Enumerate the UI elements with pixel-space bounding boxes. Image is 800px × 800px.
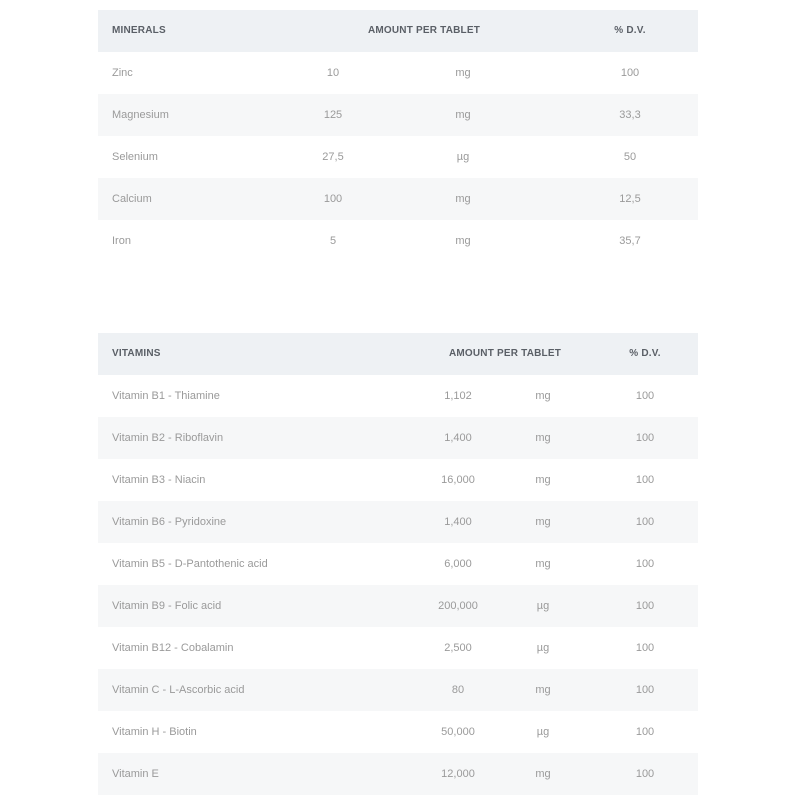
- nutrient-name: Iron: [112, 235, 131, 247]
- dv-value: 50: [623, 151, 637, 163]
- table-row: Vitamin B3 - Niacin 16,000 mg 100: [98, 459, 698, 501]
- table-row: Iron 5 mg 35,7: [98, 220, 698, 262]
- nutrient-name: Zinc: [112, 67, 133, 79]
- table-row: Vitamin B6 - Pyridoxine 1,400 mg 100: [98, 501, 698, 543]
- nutrient-name: Calcium: [112, 193, 152, 205]
- nutrient-name: Selenium: [112, 151, 158, 163]
- header-amount: AMOUNT PER TABLET: [448, 348, 562, 359]
- nutrient-name: Magnesium: [112, 109, 169, 121]
- dv-value: 100: [620, 67, 640, 79]
- dv-value: 100: [635, 516, 655, 528]
- unit-value: mg: [535, 768, 551, 780]
- unit-value: µg: [536, 600, 550, 612]
- dv-value: 100: [635, 684, 655, 696]
- unit-value: mg: [535, 516, 551, 528]
- amount-value: 125: [323, 109, 343, 121]
- unit-value: mg: [535, 390, 551, 402]
- dv-value: 100: [635, 600, 655, 612]
- amount-value: 1,400: [444, 516, 472, 528]
- unit-value: mg: [535, 474, 551, 486]
- minerals-table-header: MINERALS AMOUNT PER TABLET % D.V.: [98, 10, 698, 52]
- nutrient-name: Vitamin B12 - Cobalamin: [112, 642, 234, 654]
- nutrient-name: Vitamin B1 - Thiamine: [112, 390, 220, 402]
- table-row: Selenium 27,5 µg 50: [98, 136, 698, 178]
- unit-value: µg: [536, 642, 550, 654]
- dv-value: 100: [635, 768, 655, 780]
- amount-value: 100: [323, 193, 343, 205]
- nutrient-name: Vitamin B9 - Folic acid: [112, 600, 222, 612]
- dv-value: 100: [635, 726, 655, 738]
- amount-value: 27,5: [322, 151, 344, 163]
- table-row: Vitamin B2 - Riboflavin 1,400 mg 100: [98, 417, 698, 459]
- amount-value: 16,000: [441, 474, 475, 486]
- header-amount: AMOUNT PER TABLET: [367, 25, 481, 36]
- nutrient-name: Vitamin B3 - Niacin: [112, 474, 206, 486]
- minerals-table: MINERALS AMOUNT PER TABLET % D.V. Zinc 10…: [98, 10, 698, 262]
- unit-value: µg: [456, 151, 470, 163]
- table-row: Magnesium 125 mg 33,3: [98, 94, 698, 136]
- unit-value: µg: [536, 726, 550, 738]
- dv-value: 100: [635, 432, 655, 444]
- unit-value: mg: [455, 109, 471, 121]
- unit-value: mg: [455, 67, 471, 79]
- amount-value: 80: [451, 684, 465, 696]
- vitamins-table: VITAMINS AMOUNT PER TABLET % D.V. Vitami…: [98, 333, 698, 795]
- table-row: Vitamin E 12,000 mg 100: [98, 753, 698, 795]
- table-row: Vitamin B12 - Cobalamin 2,500 µg 100: [98, 627, 698, 669]
- header-minerals: MINERALS: [112, 25, 166, 36]
- nutrient-name: Vitamin B2 - Riboflavin: [112, 432, 224, 444]
- amount-value: 2,500: [444, 642, 472, 654]
- dv-value: 12,5: [619, 193, 641, 205]
- table-row: Vitamin B5 - D-Pantothenic acid 6,000 mg 10…: [98, 543, 698, 585]
- dv-value: 100: [635, 558, 655, 570]
- unit-value: mg: [455, 193, 471, 205]
- amount-value: 10: [326, 67, 340, 79]
- table-row: Vitamin B1 - Thiamine 1,102 mg 100: [98, 375, 698, 417]
- amount-value: 6,000: [444, 558, 472, 570]
- amount-value: 50,000: [441, 726, 475, 738]
- dv-value: 100: [635, 642, 655, 654]
- amount-value: 5: [329, 235, 337, 247]
- amount-value: 200,000: [438, 600, 478, 612]
- unit-value: mg: [455, 235, 471, 247]
- dv-value: 100: [635, 474, 655, 486]
- header-vitamins: VITAMINS: [112, 348, 161, 359]
- nutrient-name: Vitamin C - L-Ascorbic acid: [112, 684, 245, 696]
- amount-value: 1,400: [444, 432, 472, 444]
- header-dv: % D.V.: [629, 348, 661, 359]
- amount-value: 12,000: [441, 768, 475, 780]
- nutrient-name: Vitamin H - Biotin: [112, 726, 197, 738]
- amount-value: 1,102: [444, 390, 472, 402]
- unit-value: mg: [535, 558, 551, 570]
- dv-value: 33,3: [619, 109, 641, 121]
- dv-value: 35,7: [619, 235, 641, 247]
- nutrient-name: Vitamin B5 - D-Pantothenic acid: [112, 558, 268, 570]
- dv-value: 100: [635, 390, 655, 402]
- header-dv: % D.V.: [614, 25, 646, 36]
- nutrient-name: Vitamin E: [112, 768, 159, 780]
- table-row: Calcium 100 mg 12,5: [98, 178, 698, 220]
- nutrient-name: Vitamin B6 - Pyridoxine: [112, 516, 227, 528]
- unit-value: mg: [535, 684, 551, 696]
- vitamins-table-header: VITAMINS AMOUNT PER TABLET % D.V.: [98, 333, 698, 375]
- unit-value: mg: [535, 432, 551, 444]
- table-row: Zinc 10 mg 100: [98, 52, 698, 94]
- table-row: Vitamin H - Biotin 50,000 µg 100: [98, 711, 698, 753]
- table-row: Vitamin C - L-Ascorbic acid 80 mg 100: [98, 669, 698, 711]
- table-row: Vitamin B9 - Folic acid 200,000 µg 100: [98, 585, 698, 627]
